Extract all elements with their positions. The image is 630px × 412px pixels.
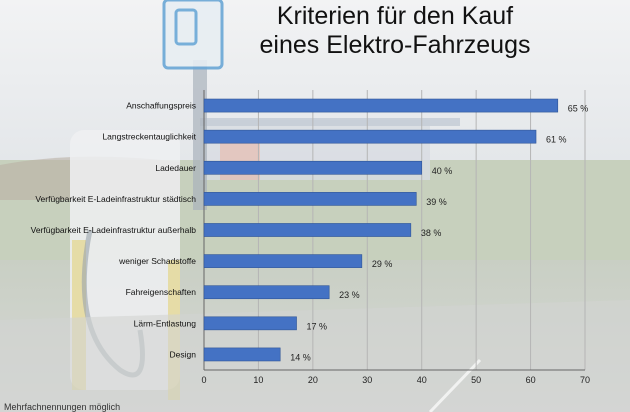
data-label: 14 % <box>290 352 311 362</box>
x-tick-label: 0 <box>201 375 206 385</box>
bar <box>203 316 297 331</box>
bar <box>203 129 537 144</box>
data-label: 61 % <box>546 135 567 145</box>
bar <box>203 192 417 206</box>
category-label: Verfügbarkeit E-Ladeinfrastruktur außerh… <box>31 225 197 235</box>
bar <box>203 98 559 113</box>
x-tick-label: 20 <box>308 375 318 385</box>
bar <box>203 223 412 237</box>
chart-title: Kriterien für den Kauf eines Elektro-Fah… <box>160 2 630 60</box>
category-label: Lärm-Entlastung <box>134 318 197 328</box>
chart-title-line-2: eines Elektro-Fahrzeugs <box>259 31 531 59</box>
bar <box>203 347 281 362</box>
x-tick-label: 30 <box>362 375 372 385</box>
data-label: 23 % <box>339 290 360 300</box>
category-label: Langstreckentauglichkeit <box>102 132 196 142</box>
data-label: 40 % <box>432 166 453 176</box>
bar <box>203 160 423 175</box>
footnote: Mehrfachnennungen möglich <box>4 402 121 412</box>
data-label: 65 % <box>568 104 589 114</box>
x-tick-label: 50 <box>471 375 481 385</box>
data-label: 38 % <box>421 228 442 238</box>
bar <box>203 254 363 268</box>
category-label: Verfügbarkeit E-Ladeinfrastruktur städti… <box>35 194 196 204</box>
data-label: 39 % <box>426 197 447 207</box>
category-label: Anschaffungspreis <box>126 101 196 111</box>
category-label: weniger Schadstoffe <box>118 256 196 266</box>
x-tick-label: 10 <box>253 375 263 385</box>
category-label: Design <box>170 349 197 359</box>
category-label: Fahreigenschaften <box>126 287 197 297</box>
bar <box>203 285 330 300</box>
x-tick-label: 60 <box>526 375 536 385</box>
chart-title-line-1: Kriterien für den Kauf <box>276 2 514 30</box>
data-label: 17 % <box>307 321 328 331</box>
x-tick-label: 40 <box>417 375 427 385</box>
data-label: 29 % <box>372 259 393 269</box>
category-label: Ladedauer <box>155 163 196 173</box>
x-tick-label: 70 <box>580 375 590 385</box>
